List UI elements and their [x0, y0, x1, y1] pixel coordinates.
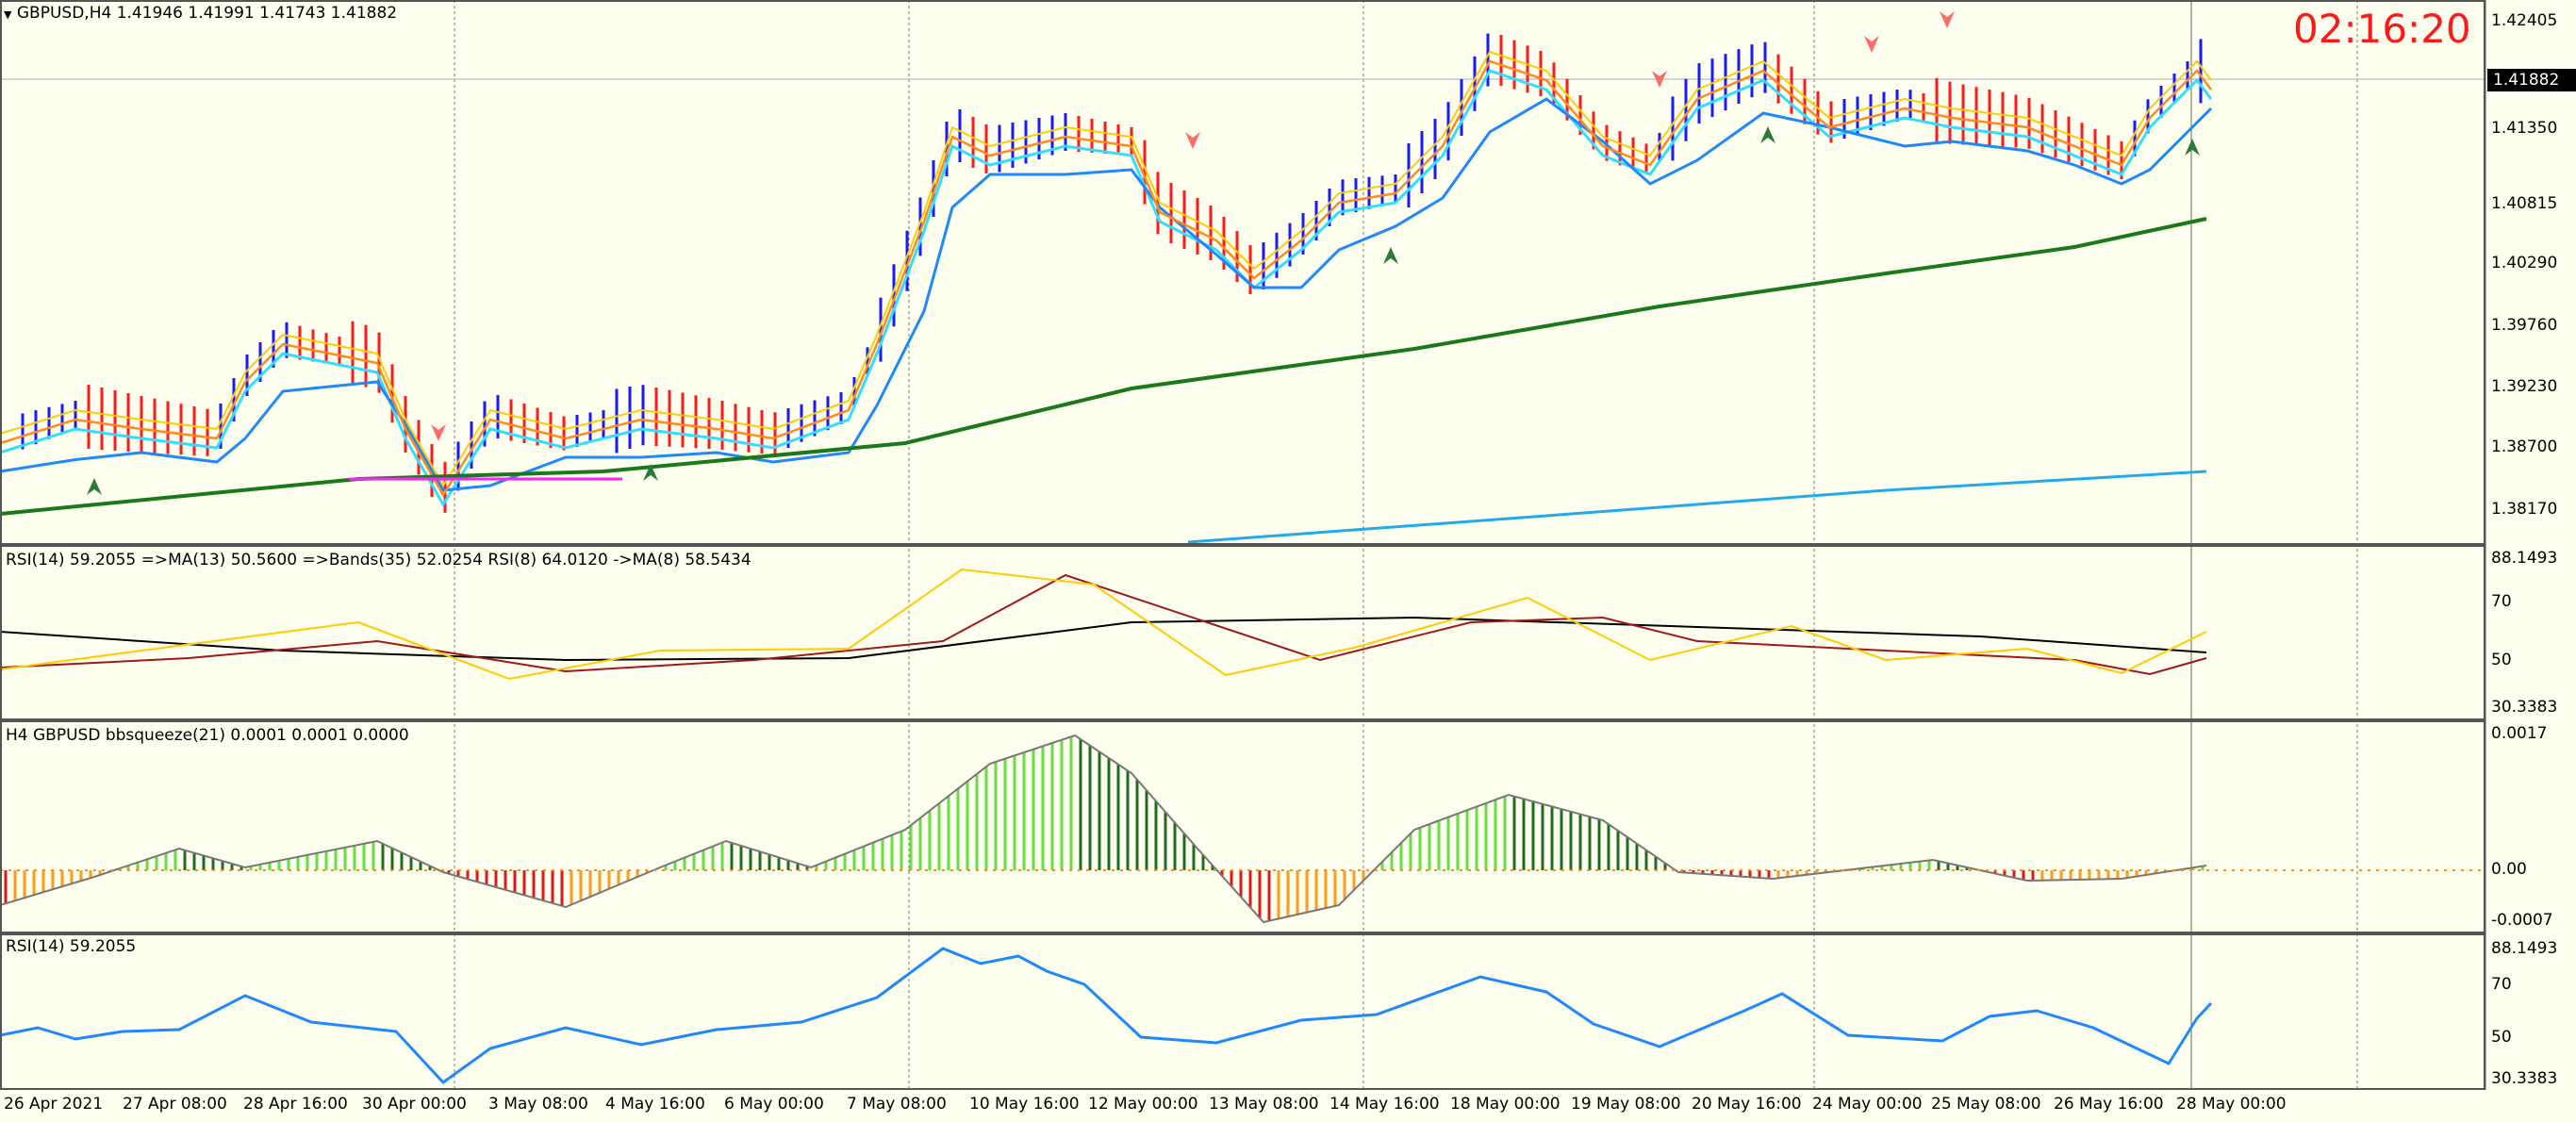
rsi-title: RSI(14) 59.2055 — [6, 937, 137, 956]
bbsqueeze-title: H4 GBPUSD bbsqueeze(21) 0.0001 0.0001 0.… — [6, 726, 409, 745]
rsi-ma-darkred-line — [0, 573, 2207, 676]
squeeze-outline — [0, 734, 2207, 924]
price-axis-label: 1.40290 — [2491, 254, 2558, 272]
rsi-yellow-line — [0, 568, 2207, 681]
time-axis-label: 3 May 08:00 — [488, 1095, 588, 1114]
rsi-bands-panel[interactable] — [0, 568, 2207, 681]
time-axis-label: 27 Apr 08:00 — [123, 1095, 227, 1114]
ma-fast-line — [0, 69, 2213, 507]
time-axis-label: 14 May 16:00 — [1329, 1095, 1440, 1114]
panel-border — [0, 933, 2485, 1090]
rsi-axis-label: 70 — [2491, 975, 2512, 994]
price-axis-label: 1.38700 — [2491, 437, 2558, 456]
time-axis-label: 24 May 00:00 — [1812, 1095, 1923, 1114]
time-axis-label: 6 May 00:00 — [724, 1095, 824, 1114]
panel-frames — [0, 0, 2486, 1090]
sell-arrow-icon — [431, 424, 446, 441]
ma-mid-line — [0, 97, 2213, 492]
time-axis-label: 18 May 00:00 — [1450, 1095, 1560, 1114]
buy-arrow-icon — [87, 478, 102, 495]
time-axis-label: 28 May 00:00 — [2176, 1095, 2287, 1114]
current-price-marker: 1.41882 — [2487, 69, 2576, 91]
sell-arrow-icon — [1940, 11, 1955, 28]
time-axis-label: 12 May 00:00 — [1088, 1095, 1198, 1114]
rsi-bands-axis-label: 70 — [2491, 592, 2512, 611]
time-axis-label: 10 May 16:00 — [969, 1095, 1080, 1114]
rsi-axis-label: 88.1493 — [2491, 939, 2558, 958]
buy-arrow-icon — [2185, 139, 2200, 156]
sell-arrow-icon — [1864, 36, 1879, 53]
ma-orange-line — [0, 59, 2212, 498]
price-axis-label: 1.40815 — [2491, 194, 2558, 213]
ma-long-green-line — [0, 217, 2207, 516]
time-axis-label: 4 May 16:00 — [605, 1095, 705, 1114]
squeeze-axis-label: -0.0007 — [2491, 911, 2553, 930]
time-axis-label: 25 May 08:00 — [1931, 1095, 2041, 1114]
price-axis-label: 1.42405 — [2491, 11, 2558, 30]
sell-arrow-icon — [1652, 71, 1667, 88]
time-axis-label: 28 Apr 16:00 — [243, 1095, 348, 1114]
bbsqueeze-panel[interactable] — [0, 734, 2485, 924]
sell-arrow-icon — [1185, 132, 1200, 149]
rsi-line — [0, 947, 2213, 1084]
rsi-bands-axis-label: 30.3383 — [2491, 698, 2558, 717]
rsi-bands-title: RSI(14) 59.2055 =>MA(13) 50.5600 =>Bands… — [6, 551, 751, 569]
squeeze-axis-label: 0.0017 — [2491, 724, 2548, 743]
price-axis-label: 1.39230 — [2491, 377, 2558, 396]
rsi-panel[interactable] — [0, 947, 2213, 1084]
ma-light-blue-line — [1187, 470, 2207, 544]
price-axis-label: 1.41350 — [2491, 119, 2558, 138]
rsi-bands-axis-label: 88.1493 — [2491, 549, 2558, 568]
symbol-line: GBPUSD,H4 1.41946 1.41991 1.41743 1.4188… — [16, 4, 398, 23]
price-panel[interactable] — [0, 11, 2213, 544]
ma-yellow-line — [0, 50, 2212, 487]
dropdown-triangle-icon[interactable]: ▼ — [4, 8, 12, 21]
buy-arrow-icon — [1383, 247, 1398, 264]
time-axis-label: 20 May 16:00 — [1692, 1095, 1802, 1114]
buy-arrow-icon — [1760, 126, 1775, 143]
buy-arrow-icon — [643, 464, 658, 481]
time-axis-label: 26 Apr 2021 — [4, 1095, 104, 1114]
panel-border — [0, 720, 2485, 933]
price-axis-label: 1.38170 — [2491, 500, 2558, 519]
time-axis-label: 19 May 08:00 — [1571, 1095, 1681, 1114]
squeeze-axis-label: 0.00 — [2491, 860, 2527, 879]
symbol-info: ▼ GBPUSD,H4 1.41946 1.41991 1.41743 1.41… — [4, 4, 397, 23]
panel-border — [0, 0, 2485, 545]
rsi-axis-label: 30.3383 — [2491, 1069, 2558, 1088]
time-axis-label: 13 May 08:00 — [1209, 1095, 1319, 1114]
time-axis-label: 30 Apr 00:00 — [362, 1095, 467, 1114]
panel-border — [0, 545, 2485, 720]
price-axis-label: 1.39760 — [2491, 316, 2558, 335]
rsi-ma-black-line — [0, 616, 2207, 662]
candle-timer: 02:16:20 — [2293, 6, 2471, 52]
rsi-bands-axis-label: 50 — [2491, 651, 2512, 669]
time-axis-label: 7 May 08:00 — [847, 1095, 947, 1114]
rsi-axis-label: 50 — [2491, 1028, 2512, 1047]
time-axis-label: 26 May 16:00 — [2054, 1095, 2164, 1114]
